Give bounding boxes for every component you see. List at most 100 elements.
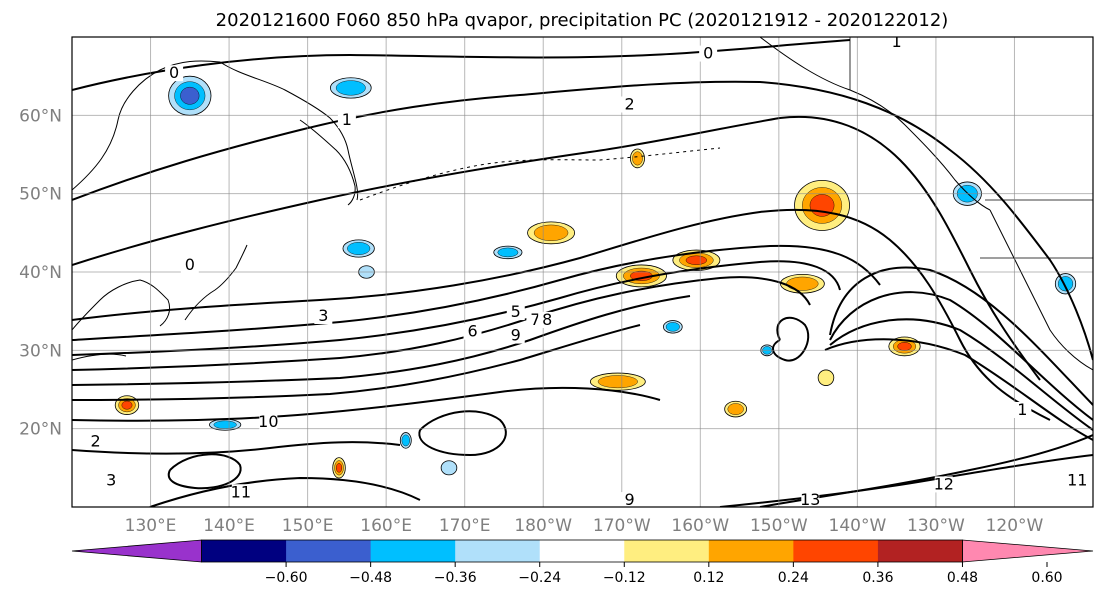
- precip-patch: [401, 434, 410, 447]
- precip-patch: [533, 224, 569, 241]
- contour-label-bg: [506, 304, 525, 321]
- colorbar-tick-label: 0.24: [778, 570, 809, 586]
- contour-label: 9: [511, 326, 521, 345]
- lon-tick-label: 170°E: [439, 516, 491, 536]
- colorbar-frame: [201, 539, 963, 563]
- contour-line-6: [72, 276, 811, 371]
- lat-tick-label: 20°N: [19, 420, 62, 440]
- colorbar-swatch: [877, 540, 963, 562]
- precip-patch: [121, 400, 133, 410]
- contour-label: 10: [258, 412, 278, 431]
- precip-patch: [727, 403, 744, 415]
- contour-label: 1: [1017, 400, 1027, 419]
- contour-label-bg: [887, 37, 906, 50]
- contour-label-bg: [801, 492, 820, 507]
- contour-stack-east-2: [829, 318, 1093, 431]
- contour-line-10: [72, 441, 401, 455]
- contour-label-bg: [506, 327, 525, 344]
- contour-label-bg: [86, 433, 105, 450]
- precip-patch: [180, 86, 200, 105]
- contour-line-0-north: [72, 39, 851, 91]
- precip-patch: [897, 342, 912, 351]
- colorbar-tick-label: −0.12: [603, 570, 646, 586]
- lat-tick-label: 50°N: [19, 185, 62, 205]
- contour-label: 2: [90, 431, 100, 450]
- colorbar-swatch: [624, 540, 710, 562]
- contour-label: 1: [892, 32, 902, 51]
- colorbar-tick-label: 0.60: [1031, 570, 1062, 586]
- precip-patch: [213, 420, 237, 429]
- map-border: [71, 36, 1094, 508]
- contour-line-11: [149, 476, 421, 507]
- contour-line-13: [719, 454, 1093, 507]
- coastline-kamchatka: [299, 119, 356, 206]
- contour-label-bg: [463, 323, 482, 340]
- longitude-labels: 130°E 140°E 150°E 160°E 170°E 180°W 170°W 160°W…: [125, 516, 1044, 536]
- contour-label: 9: [625, 490, 635, 509]
- colorbar-extend-max: [962, 539, 1094, 563]
- precip-patch: [336, 463, 342, 473]
- colorbar-swatch: [370, 540, 456, 562]
- colorbar-tick-label: 0.36: [862, 570, 893, 586]
- contour-line-5: [72, 260, 841, 356]
- contour-line-8: [72, 324, 641, 401]
- contour-label: 3: [106, 471, 116, 490]
- colorbar-tick-label: 0.48: [947, 570, 978, 586]
- precip-patch: [665, 322, 680, 332]
- contour-line-1: [72, 80, 1093, 361]
- contour-label-bg: [337, 112, 356, 129]
- lon-tick-label: 130°E: [125, 516, 177, 536]
- precip-patch: [786, 276, 819, 291]
- precip-patch: [497, 247, 519, 258]
- latitude-labels: 20°N 30°N 40°N 50°N 60°N: [19, 106, 62, 439]
- precip-patch: [817, 369, 835, 386]
- contour-label-bg: [538, 311, 557, 328]
- colorbar-swatch: [708, 540, 794, 562]
- contour-label: 0: [185, 255, 195, 274]
- contour-label-bg: [1068, 472, 1087, 489]
- colorbar: −0.60 −0.48 −0.36 −0.24 −0.12 0.12 0.24 0.36 0.4…: [71, 539, 1094, 586]
- contour-line-7: [72, 295, 691, 386]
- lon-tick-label: 180°W: [514, 516, 572, 536]
- colorbar-swatch: [539, 540, 625, 562]
- contour-label-bg: [699, 45, 718, 62]
- colorbar-swatch: [201, 540, 287, 562]
- contour-label-bg: [1013, 402, 1032, 418]
- lon-tick-label: 150°E: [282, 516, 334, 536]
- map-graticule: [72, 37, 1093, 507]
- contour-label-bg: [180, 257, 199, 274]
- lat-tick-label: 60°N: [19, 106, 62, 126]
- map-title: 2020121600 F060 850 hPa qvapor, precipit…: [216, 10, 949, 31]
- contour-label: 0: [703, 44, 713, 63]
- contour-label-bg: [620, 96, 639, 113]
- contour-loop-tropics-2: [167, 453, 242, 490]
- contour-line-9: [72, 386, 661, 422]
- contour-label: 5: [511, 302, 521, 321]
- contour-label: 3: [318, 306, 328, 325]
- contour-label-bg: [102, 472, 121, 489]
- contour-stack-east-3: [824, 338, 1093, 441]
- lon-tick-label: 120°W: [986, 516, 1044, 536]
- contour-line-3: [72, 208, 1051, 421]
- contour-label: 11: [231, 482, 251, 501]
- contour-label-bg: [165, 65, 184, 82]
- contour-label-bg: [259, 413, 278, 430]
- contour-label: 0: [169, 63, 179, 82]
- lat-tick-label: 30°N: [19, 341, 62, 361]
- lon-tick-label: 140°E: [203, 516, 255, 536]
- contour-label: 1: [342, 110, 352, 129]
- lon-tick-label: 160°E: [360, 516, 412, 536]
- contour-line-2: [72, 115, 1041, 381]
- precip-patch: [685, 255, 707, 265]
- colorbar-swatch: [286, 540, 372, 562]
- contour-label: 13: [800, 490, 820, 509]
- precip-patch: [597, 375, 638, 389]
- contour-label-bg: [231, 484, 250, 501]
- lon-tick-label: 160°W: [671, 516, 729, 536]
- precip-patch: [347, 242, 371, 255]
- contour-label: 6: [467, 322, 477, 341]
- coastline-alaska: [759, 37, 991, 211]
- contour-label: 11: [1067, 471, 1087, 490]
- colorbar-tick-label: 0.12: [693, 570, 724, 586]
